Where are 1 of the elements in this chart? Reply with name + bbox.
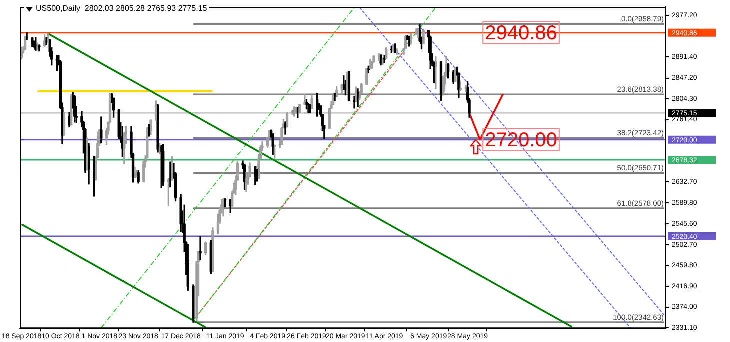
chart-title: US500,Daily 2802.03 2805.28 2765.93 2775.15 <box>36 4 208 14</box>
